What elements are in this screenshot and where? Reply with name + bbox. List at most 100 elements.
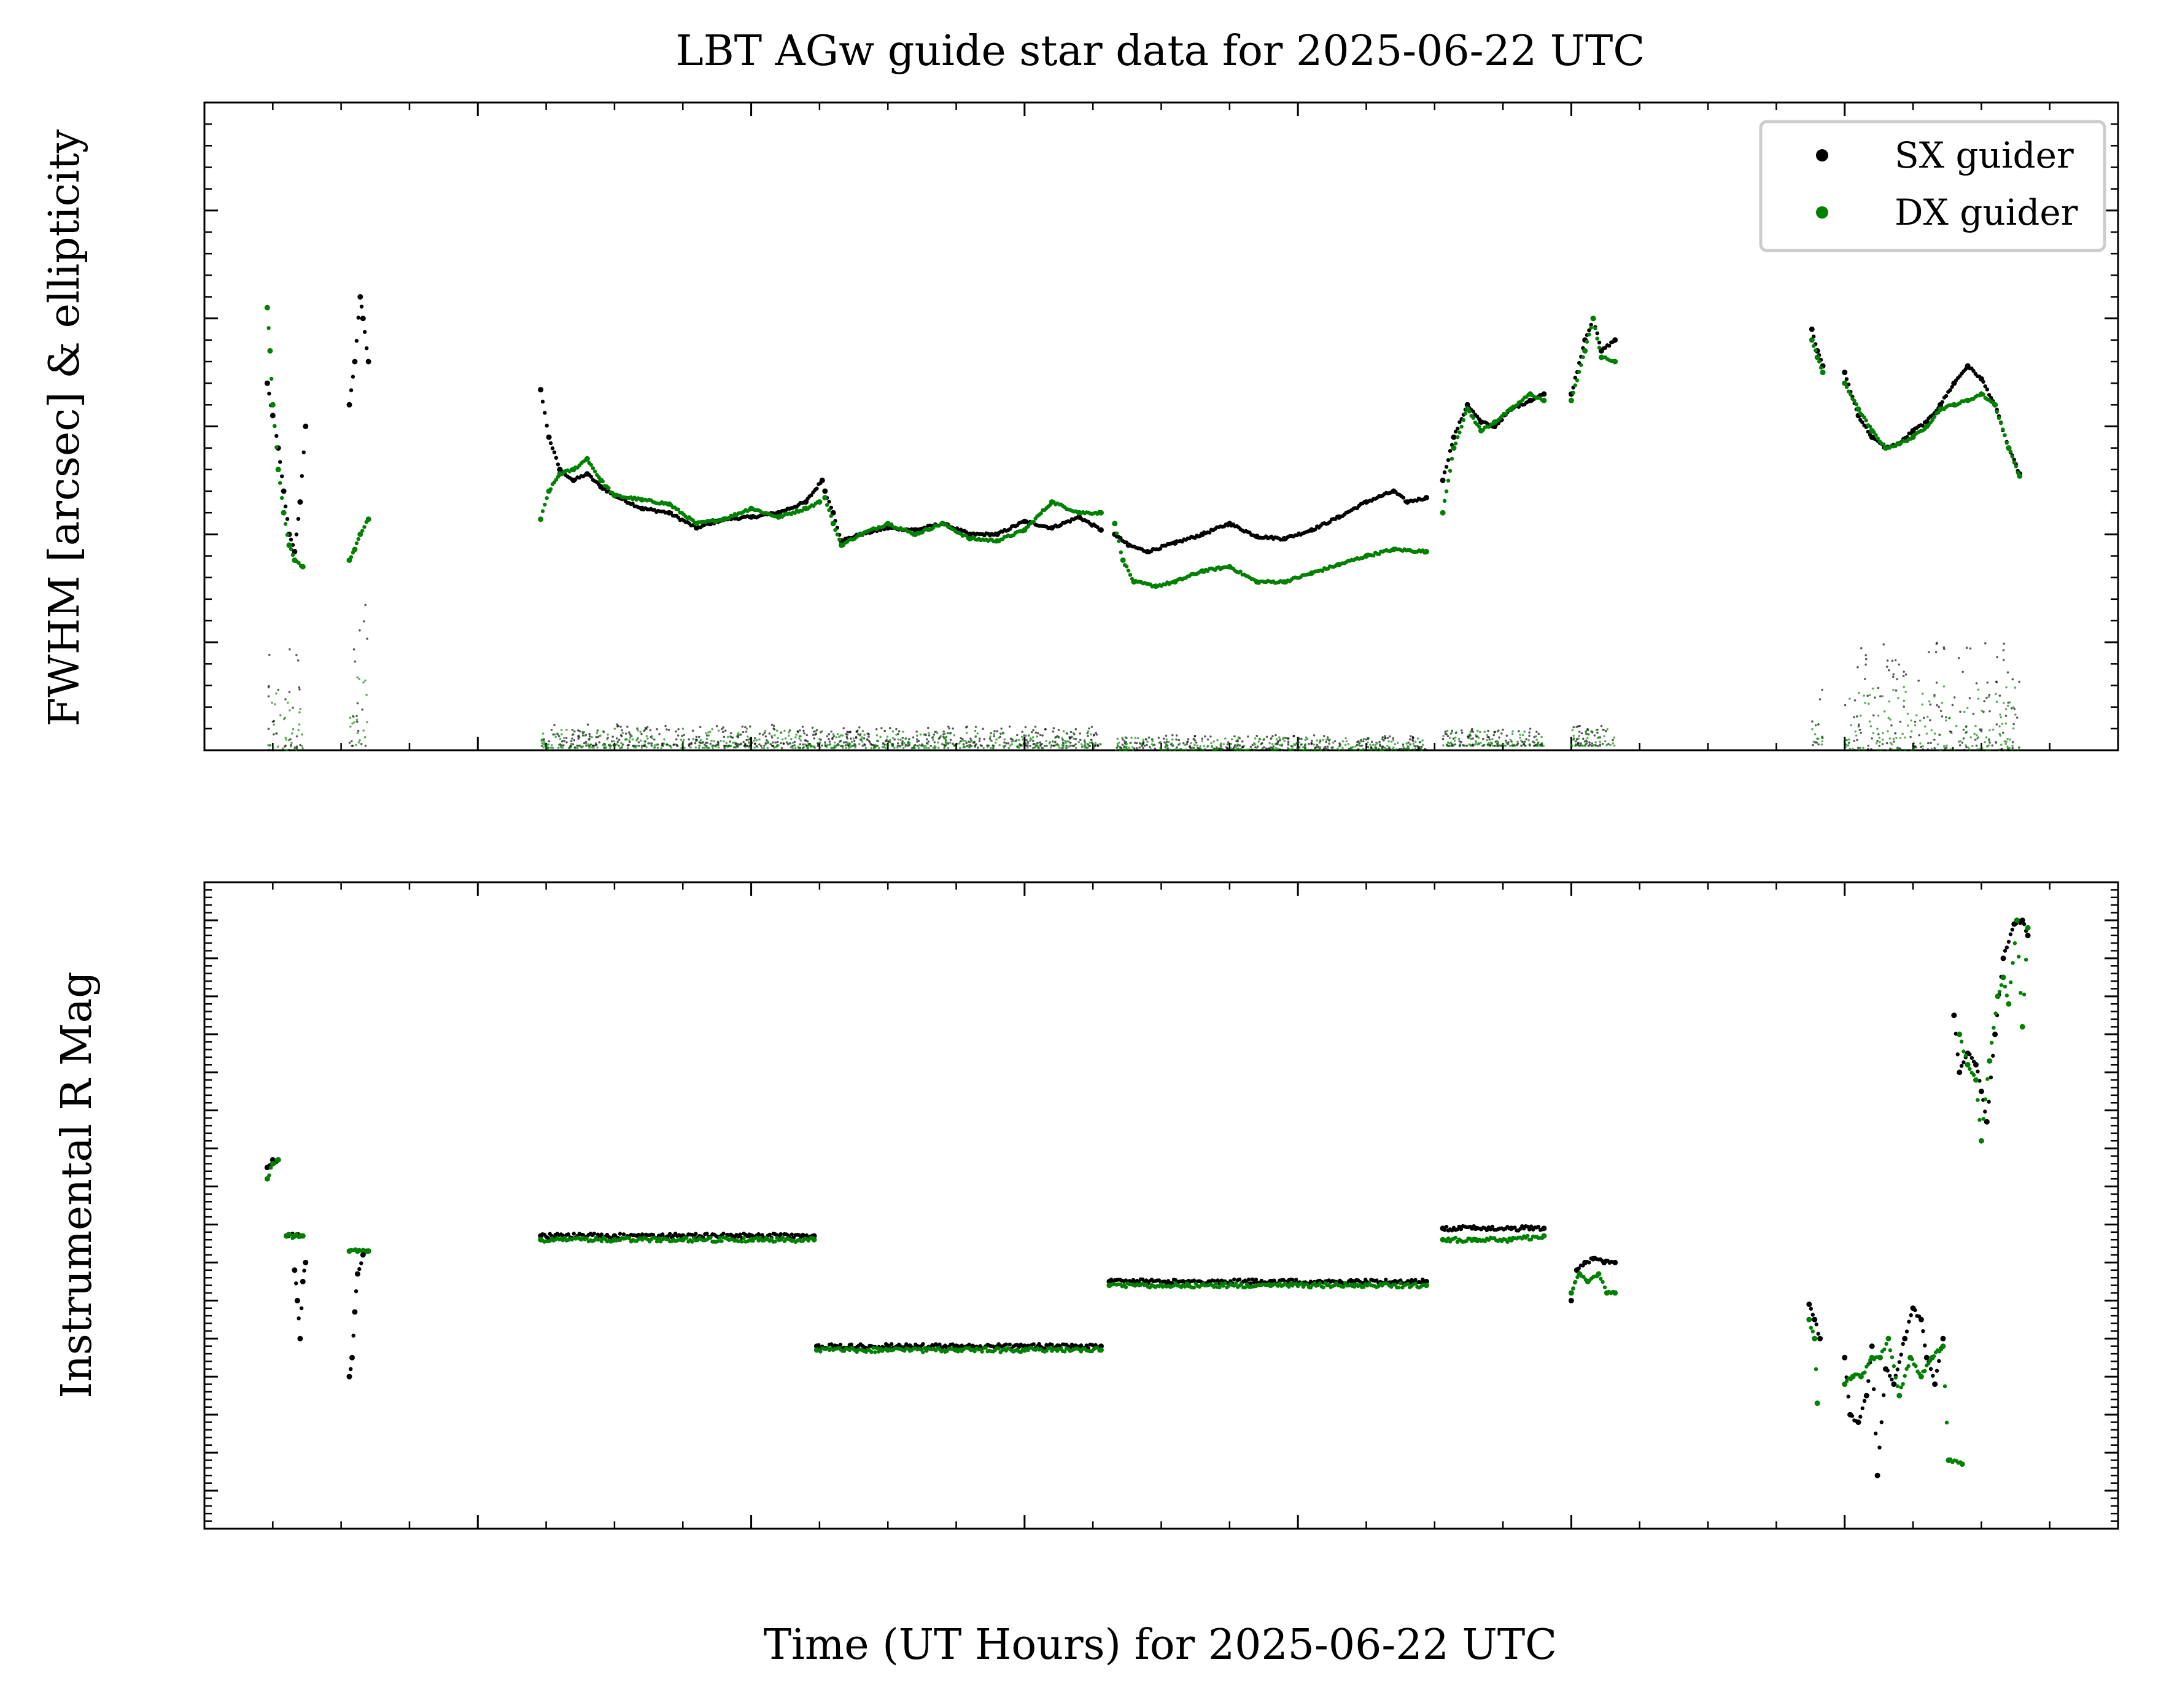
data-point-sx-ellipticity (716, 725, 718, 728)
data-point-dx-ellipticity (1988, 696, 1990, 698)
data-point-sx (1845, 377, 1849, 381)
data-point-dx-ellipticity (1088, 745, 1091, 747)
data-point-dx-ellipticity (1343, 749, 1345, 751)
data-point-dx-ellipticity (1999, 713, 2001, 716)
data-point-dx-ellipticity (1884, 710, 1886, 713)
data-point-dx-ellipticity (1171, 739, 1174, 741)
data-point-dx-ellipticity (694, 747, 697, 749)
data-point-dx-ellipticity (1859, 747, 1861, 750)
data-point-dx-ellipticity (2011, 749, 2014, 751)
data-point-sx-ellipticity (1969, 647, 1972, 650)
data-point-dx-ellipticity (1290, 748, 1293, 751)
data-point-dx-ellipticity (905, 737, 907, 740)
data-point-sx-ellipticity (947, 732, 949, 734)
data-point-sx-ellipticity (289, 691, 291, 694)
data-point-sx-ellipticity (1969, 697, 1971, 699)
data-point-dx-ellipticity (1976, 734, 1978, 737)
data-point-sx (1921, 1329, 1925, 1333)
data-point-dx-ellipticity (712, 747, 714, 750)
data-point-dx-ellipticity (850, 745, 852, 748)
data-point-sx-ellipticity (1325, 741, 1327, 743)
data-point-sx-ellipticity (1896, 678, 1898, 680)
data-point-dx-ellipticity (1880, 749, 1882, 751)
data-point-dx-ellipticity (663, 743, 665, 745)
data-point-sx-ellipticity (867, 733, 870, 736)
data-point-dx (267, 1173, 271, 1177)
data-point-dx-ellipticity (1459, 744, 1461, 747)
data-point-dx-ellipticity (1514, 745, 1516, 747)
data-point-dx-ellipticity (854, 747, 856, 749)
data-point-sx-ellipticity (1612, 739, 1614, 742)
data-point-dx-ellipticity (788, 734, 790, 737)
data-point-dx-ellipticity (1354, 745, 1357, 748)
data-point-dx-ellipticity (637, 729, 639, 732)
data-point-dx-ellipticity (1145, 738, 1147, 740)
data-point-sx-ellipticity (277, 689, 279, 691)
data-point-dx-ellipticity (561, 733, 563, 736)
data-point-dx-ellipticity (1146, 740, 1149, 743)
data-point-sx-ellipticity (993, 730, 996, 732)
data-point-dx-ellipticity (1275, 743, 1277, 746)
data-point-sx-ellipticity (861, 745, 864, 747)
data-point-sx-ellipticity (1088, 728, 1090, 730)
data-point-dx-ellipticity (1302, 746, 1305, 748)
data-point-sx-ellipticity (1257, 745, 1259, 748)
data-point-sx (360, 316, 366, 321)
data-point-sx (349, 388, 353, 392)
data-point-sx-ellipticity (1532, 740, 1534, 743)
data-point-dx-ellipticity (1258, 740, 1260, 743)
data-point-sx-ellipticity (849, 731, 852, 733)
data-point-dx (685, 1236, 688, 1240)
data-point-sx-ellipticity (1502, 729, 1504, 731)
data-point-sx-ellipticity (1412, 736, 1414, 739)
data-point-dx-ellipticity (1813, 740, 1815, 743)
data-point-sx (349, 1367, 352, 1371)
data-point-sx-ellipticity (1311, 742, 1313, 745)
data-point-sx-ellipticity (908, 738, 910, 740)
data-point-dx-ellipticity (605, 747, 608, 749)
data-point-sx-ellipticity (880, 727, 883, 729)
data-point-dx-ellipticity (1577, 737, 1580, 740)
data-point-sx-ellipticity (1486, 736, 1489, 739)
data-point-dx-ellipticity (1292, 745, 1294, 748)
data-point-dx-ellipticity (293, 748, 296, 750)
data-point-dx-ellipticity (1012, 740, 1015, 742)
data-point-sx (1886, 1368, 1890, 1372)
data-point-dx-ellipticity (1915, 714, 1918, 716)
data-point-dx-ellipticity (1603, 735, 1605, 737)
data-point-dx-ellipticity (546, 747, 549, 749)
data-point-dx-ellipticity (830, 747, 832, 750)
data-point-sx (1901, 1342, 1905, 1346)
data-point-sx-ellipticity (783, 742, 785, 745)
data-point-sx (1815, 1322, 1818, 1326)
data-point-dx-ellipticity (992, 747, 995, 750)
data-point-dx (1845, 385, 1849, 389)
data-point-sx-ellipticity (1313, 734, 1316, 737)
data-point-dx-ellipticity (1535, 736, 1537, 738)
data-point-sx-ellipticity (548, 740, 551, 743)
data-point-dx-ellipticity (1966, 731, 1968, 734)
data-point-dx-ellipticity (783, 730, 786, 732)
data-point-dx-ellipticity (1073, 737, 1075, 740)
data-point-sx-ellipticity (268, 685, 270, 688)
data-point-dx-ellipticity (608, 743, 611, 746)
data-point-dx (742, 1236, 745, 1240)
data-point-dx-ellipticity (1038, 747, 1040, 750)
data-point-dx-ellipticity (1535, 739, 1538, 741)
data-point-dx-ellipticity (1995, 742, 1998, 744)
data-point-dx-ellipticity (1217, 748, 1220, 751)
data-point-sx-ellipticity (1580, 742, 1582, 745)
data-point-dx (1999, 421, 2003, 425)
data-point-dx-ellipticity (663, 739, 665, 741)
data-point-dx-ellipticity (616, 743, 618, 746)
data-point-dx-ellipticity (780, 731, 783, 734)
data-point-dx-ellipticity (1572, 735, 1575, 737)
data-point-dx-ellipticity (735, 747, 737, 749)
data-point-dx-ellipticity (777, 744, 780, 747)
data-point-dx (708, 1236, 712, 1240)
data-point-sx (1932, 1381, 1938, 1387)
data-point-dx (285, 533, 289, 537)
data-point-sx-ellipticity (902, 737, 904, 739)
data-point-sx-ellipticity (627, 744, 629, 747)
data-point-dx-ellipticity (1974, 725, 1977, 728)
